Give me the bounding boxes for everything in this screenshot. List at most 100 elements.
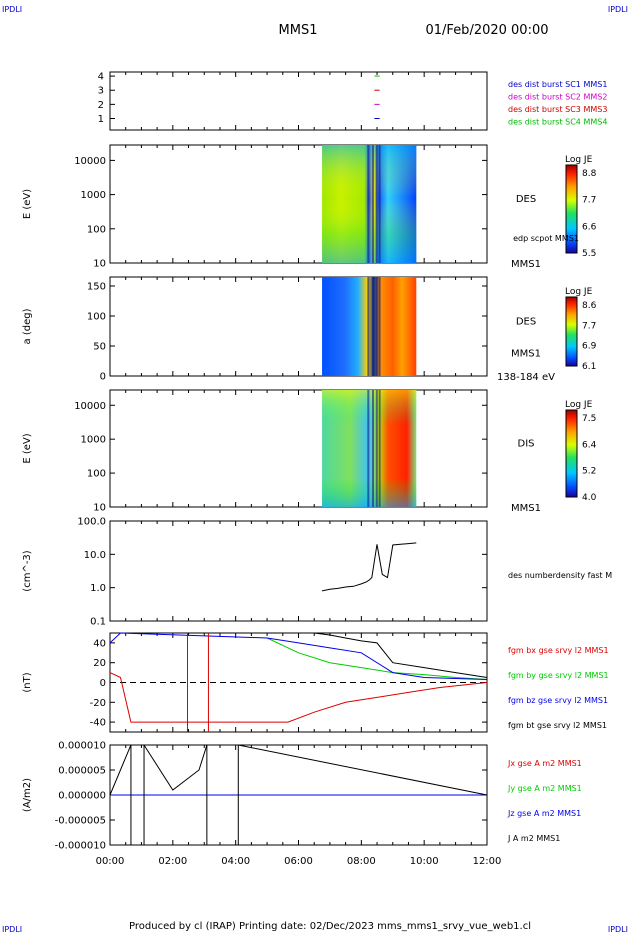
y-tick-label: 1000	[81, 435, 106, 446]
y-axis-label: (cm^-3)	[22, 550, 33, 591]
y-axis-label: a (deg)	[22, 308, 33, 344]
legend-entry: fgm bx gse srvy l2 MMS1	[508, 646, 609, 655]
spacecraft-label: MMS1	[511, 349, 541, 360]
spectrogram-stripe	[378, 390, 381, 507]
y-tick-label: 1	[98, 114, 104, 125]
corner-logo-top-right: IPDLI	[608, 5, 628, 14]
y-tick-label: 0.1	[90, 617, 106, 628]
instrument-label: DES	[516, 194, 536, 205]
colorbar-title: Log JE	[565, 155, 593, 165]
colorbar-title: Log JE	[565, 400, 593, 410]
colorbar-title: Log JE	[565, 287, 593, 297]
density-line	[321, 542, 417, 592]
corner-logo-top-left: IPDLI	[2, 5, 22, 14]
spectrogram-stripe	[375, 277, 378, 376]
y-tick-label: 1.0	[90, 583, 106, 594]
legend-entry: des dist burst SC2 MMS2	[508, 93, 607, 102]
legend-entry: Jx gse A m2 MMS1	[507, 759, 582, 768]
x-tick-label: 02:00	[158, 856, 187, 867]
legend-entry: des dist burst SC4 MMS4	[508, 118, 607, 127]
y-tick-label: -0.000005	[55, 816, 106, 827]
colorbar-tick-label: 5.2	[582, 467, 596, 477]
y-tick-label: 10	[93, 259, 106, 270]
spectrogram-stripe	[375, 145, 378, 263]
y-tick-label: 100.0	[77, 517, 106, 528]
instrument-label: DIS	[518, 439, 535, 450]
panel-frame-2	[109, 276, 488, 377]
y-tick-label: 100	[87, 469, 106, 480]
legend-entry: fgm by gse srvy l2 MMS1	[508, 671, 609, 680]
spectrogram-stripe	[367, 390, 370, 507]
fgm-series-line	[109, 672, 488, 723]
spectrogram-stripe	[378, 145, 381, 263]
scpot-label: edp scpot MMS1	[513, 234, 579, 243]
y-tick-label: 20	[93, 658, 106, 669]
y-tick-label: 10.0	[84, 550, 106, 561]
colorbar-tick-label: 6.1	[582, 362, 596, 372]
y-tick-label: 100	[87, 312, 106, 323]
legend-entry: des numberdensity fast M	[508, 571, 612, 580]
y-tick-label: 10000	[74, 156, 106, 167]
y-tick-label: 50	[93, 342, 106, 353]
spectrogram-stripe	[372, 145, 375, 263]
y-tick-label: 3	[98, 86, 104, 97]
instrument-label: DES	[516, 317, 536, 328]
plot-date: 01/Feb/2020 00:00	[426, 23, 549, 38]
y-tick-label: 40	[93, 638, 106, 649]
colorbar-tick-label: 7.7	[582, 321, 596, 331]
y-tick-label: 0	[100, 678, 106, 689]
fgm-series-line	[314, 632, 488, 678]
current-series-line	[109, 744, 488, 796]
colorbar-tick-label: 6.4	[582, 440, 597, 450]
y-tick-label: -20	[90, 698, 106, 709]
panel-frame-4	[109, 520, 488, 622]
panel-footer-label: 138-184 eV	[497, 372, 555, 383]
spectrogram-stripe	[378, 277, 381, 376]
y-axis-label: (A/m2)	[22, 778, 33, 812]
y-axis-label: E (eV)	[22, 433, 33, 463]
y-tick-label: 0	[100, 372, 106, 383]
legend-entry: J A m2 MMS1	[507, 834, 560, 843]
y-tick-label: 0.000005	[58, 766, 106, 777]
corner-logo-bottom-left: IPDLI	[2, 925, 22, 934]
y-tick-label: 1000	[81, 190, 106, 201]
colorbar-tick-label: 8.8	[582, 169, 597, 179]
colorbar	[565, 296, 578, 367]
y-axis-label: (nT)	[22, 672, 33, 692]
colorbar-tick-label: 7.7	[582, 196, 596, 206]
footer-text: Produced by cl (IRAP) Printing date: 02/…	[129, 921, 531, 932]
spectrogram-stripe	[367, 145, 370, 263]
panel-footer-label: MMS1	[511, 259, 541, 270]
y-tick-label: 10000	[74, 401, 106, 412]
panels: 1 2 3 4 des dist burst SC1 MMS1 des dist burs…	[22, 71, 612, 867]
panel-frame-1	[109, 144, 488, 264]
corner-logo-bottom-right: IPDLI	[608, 925, 628, 934]
y-tick-label: 0.000010	[58, 741, 106, 752]
spectrogram-stripe	[372, 277, 375, 376]
y-tick-label: 10	[93, 503, 106, 514]
y-tick-label: 0.000000	[58, 791, 106, 802]
spectrogram-stripe	[367, 277, 370, 376]
colorbar	[565, 164, 578, 254]
y-tick-label: -0.000010	[55, 841, 106, 852]
legend-entry: Jy gse A m2 MMS1	[507, 784, 582, 793]
colorbar-tick-label: 6.6	[582, 222, 597, 232]
spectrogram-stripe	[375, 390, 378, 507]
panel-footer-label: MMS1	[511, 503, 541, 514]
colorbar-tick-label: 5.5	[582, 249, 596, 259]
legend-entry: des dist burst SC3 MMS3	[508, 105, 607, 114]
y-axis-label: E (eV)	[22, 189, 33, 219]
x-tick-label: 06:00	[284, 856, 313, 867]
plot-title: MMS1	[279, 23, 318, 38]
legend-entry: Jz gse A m2 MMS1	[507, 809, 581, 818]
panel-frame-3	[109, 389, 488, 508]
colorbar-tick-label: 7.5	[582, 414, 596, 424]
legend-entry: des dist burst SC1 MMS1	[508, 80, 607, 89]
legend-entry: fgm bz gse srvy l2 MMS1	[508, 696, 608, 705]
panel-frame-0	[109, 71, 488, 131]
fgm-series-line	[266, 637, 488, 680]
y-tick-label: 2	[98, 100, 104, 111]
legend-entry: fgm bt gse srvy l2 MMS1	[508, 721, 607, 730]
y-tick-label: 4	[98, 72, 104, 83]
